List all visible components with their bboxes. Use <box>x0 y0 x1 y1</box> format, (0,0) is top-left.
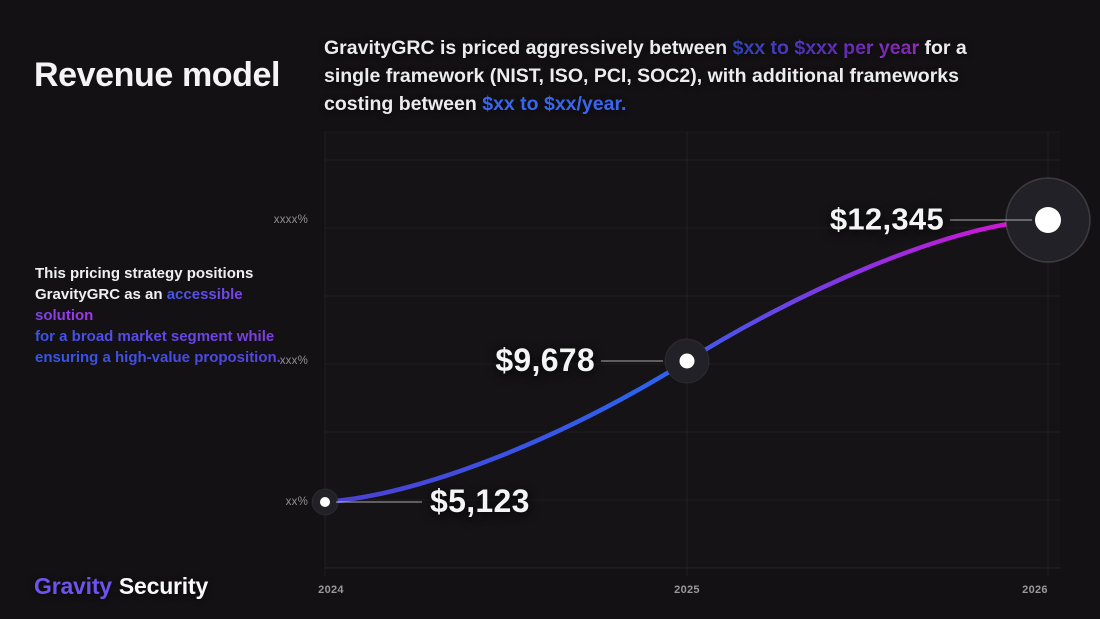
logo-brand-gravity: Gravity <box>34 573 112 599</box>
note-line-2: GravityGRC as an accessible solution <box>35 284 305 326</box>
headline: GravityGRC is priced aggressively betwee… <box>324 34 1000 118</box>
data-point-dot <box>679 353 695 369</box>
page-title: Revenue model <box>34 56 281 94</box>
data-point-dot <box>320 497 330 507</box>
brand-logo: Gravity Security <box>34 573 208 600</box>
data-point-dot <box>1035 207 1061 233</box>
note-line-1: This pricing strategy positions <box>35 265 254 282</box>
note-line-2-plain: GravityGRC as an <box>35 286 167 303</box>
headline-highlight-additional-price: $xx to $xx/year. <box>482 93 627 115</box>
note-highlight-accessible-solution: accessible solution <box>35 286 243 324</box>
note-line-3: for a broad market segment while <box>35 326 305 347</box>
pricing-strategy-note: This pricing strategy positions GravityG… <box>35 263 305 368</box>
headline-text-1: GravityGRC is priced aggressively betwee… <box>324 37 733 59</box>
headline-highlight-price-range: $xx to $xxx per year <box>732 37 920 59</box>
logo-name-security: Security <box>118 573 209 599</box>
headline-text-2: for a single framework (NIST, ISO, PCI, … <box>324 37 967 115</box>
note-line-4: ensuring a high-value proposition. <box>35 347 305 368</box>
